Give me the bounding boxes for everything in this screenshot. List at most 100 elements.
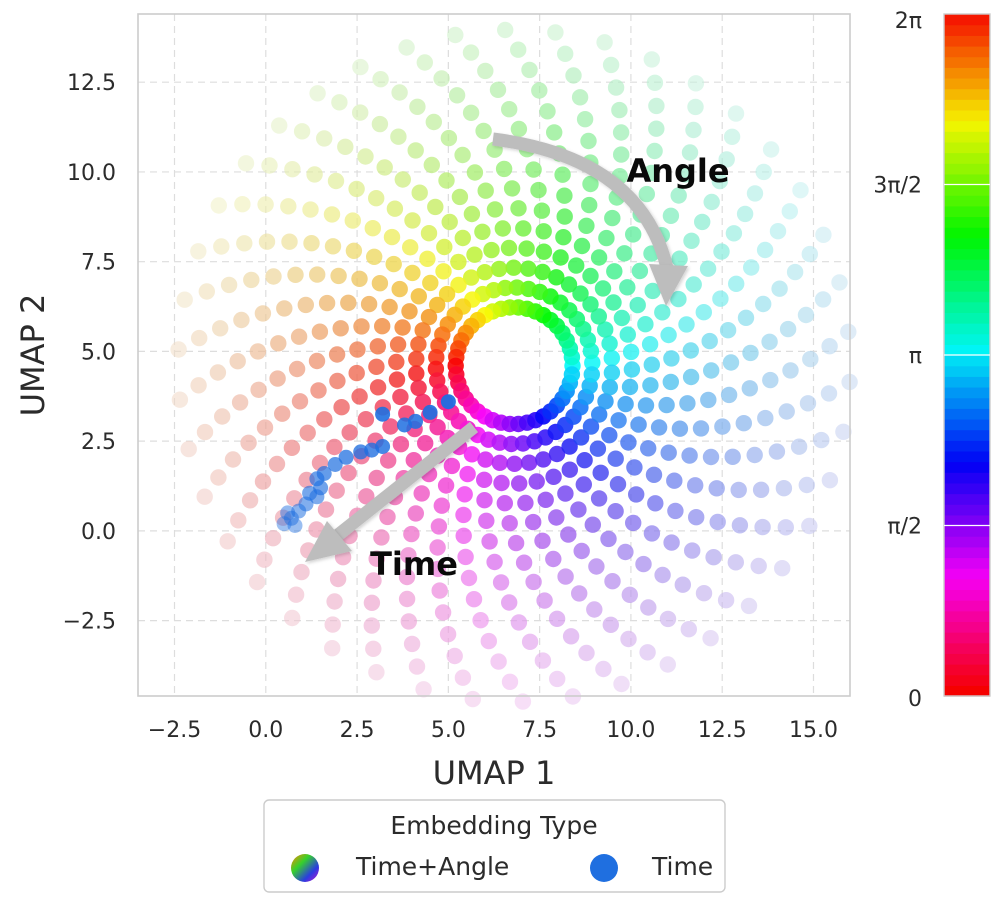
time-angle-point xyxy=(497,21,514,39)
time-angle-point xyxy=(769,223,787,240)
time-angle-point xyxy=(682,342,699,359)
time-angle-point xyxy=(831,274,848,291)
time-angle-point xyxy=(463,205,481,223)
time-angle-point xyxy=(454,669,472,686)
time-angle-point xyxy=(331,94,348,111)
time-angle-point xyxy=(450,276,467,294)
time-angle-point xyxy=(415,681,432,698)
x-tick-label: 2.5 xyxy=(340,718,375,743)
time-angle-point xyxy=(388,371,406,388)
time-angle-point xyxy=(457,548,474,566)
time-angle-point xyxy=(309,266,326,283)
time-angle-point xyxy=(439,626,457,643)
time-angle-point xyxy=(269,370,286,387)
time-angle-point xyxy=(198,283,215,300)
time-angle-point xyxy=(503,435,520,453)
time-angle-point xyxy=(583,366,600,383)
time-point xyxy=(276,516,292,532)
time-angle-point xyxy=(455,527,472,544)
time-angle-point xyxy=(662,207,680,224)
time-angle-point xyxy=(619,279,636,296)
colorbar-band xyxy=(944,35,990,47)
time-angle-point xyxy=(371,275,389,292)
colorbar-band xyxy=(944,589,990,601)
time-angle-point xyxy=(190,377,207,394)
time-point xyxy=(287,518,303,533)
time-angle-point xyxy=(623,361,641,378)
time-angle-point xyxy=(465,591,483,608)
time-angle-point xyxy=(782,362,799,379)
time-angle-point xyxy=(293,563,310,581)
time-angle-point xyxy=(820,385,838,402)
time-angle-point xyxy=(220,276,238,294)
time-angle-point xyxy=(448,87,466,104)
colorbar-band xyxy=(944,333,990,345)
colorbar-band xyxy=(944,109,990,122)
time-angle-point xyxy=(463,269,480,286)
time-angle-point xyxy=(286,490,303,507)
time-angle-point xyxy=(368,550,385,567)
time-annotation: Time xyxy=(370,545,458,583)
time-angle-point xyxy=(548,269,565,286)
time-angle-point xyxy=(568,257,585,274)
time-angle-point xyxy=(604,573,621,590)
time-angle-point xyxy=(821,472,839,489)
time-angle-point xyxy=(681,447,698,464)
time-angle-point xyxy=(466,164,484,181)
time-angle-point xyxy=(510,41,527,58)
time-angle-point xyxy=(580,132,597,150)
time-angle-point xyxy=(590,490,608,507)
colorbar-band xyxy=(944,120,990,132)
time-angle-point xyxy=(283,439,301,456)
time-angle-point xyxy=(610,412,627,429)
time-angle-point xyxy=(404,264,421,282)
time-angle-point xyxy=(660,444,677,461)
time-angle-point xyxy=(340,464,357,482)
colorbar-band xyxy=(944,163,990,175)
time-angle-point xyxy=(761,333,778,350)
y-tick-label: −2.5 xyxy=(63,610,116,635)
time-angle-point xyxy=(576,452,593,469)
time-angle-point xyxy=(605,294,622,311)
time-angle-point xyxy=(360,295,378,313)
time-angle-point xyxy=(722,354,740,371)
time-angle-point xyxy=(535,243,553,260)
time-angle-point xyxy=(679,395,696,412)
time-angle-point xyxy=(533,202,551,219)
colorbar-band xyxy=(944,141,990,154)
time-angle-point xyxy=(268,455,286,473)
colorbar-band xyxy=(944,610,990,623)
time-angle-point xyxy=(609,476,627,493)
time-angle-point xyxy=(725,225,743,242)
time-angle-point xyxy=(552,249,569,266)
time-angle-point xyxy=(601,379,618,396)
time-angle-point xyxy=(681,144,699,161)
legend-marker-time xyxy=(590,854,618,882)
time-angle-point xyxy=(589,440,607,457)
time-angle-point xyxy=(196,423,214,441)
time-angle-point xyxy=(520,454,538,471)
time-angle-point xyxy=(742,344,759,362)
time-angle-point xyxy=(554,166,571,183)
time-angle-point xyxy=(241,492,259,509)
time-angle-point xyxy=(752,481,770,498)
time-angle-point xyxy=(328,482,345,499)
time-angle-point xyxy=(645,466,663,483)
time-point xyxy=(309,489,325,505)
time-angle-point xyxy=(731,517,749,534)
time-angle-point xyxy=(383,228,401,246)
colorbar-band xyxy=(944,546,990,559)
time-angle-point xyxy=(594,280,612,297)
time-angle-point xyxy=(620,630,637,648)
angle-arrow xyxy=(492,132,675,274)
time-angle-point xyxy=(560,276,578,293)
annotations: Angle Time xyxy=(305,132,730,583)
time-angle-point xyxy=(616,245,633,262)
time-angle-point xyxy=(683,232,700,249)
time-angle-point xyxy=(728,275,745,292)
time-angle-point xyxy=(685,276,702,293)
time-angle-point xyxy=(501,101,518,118)
time-angle-point xyxy=(191,329,208,347)
time-angle-point xyxy=(213,238,230,255)
time-angle-point xyxy=(797,306,815,324)
